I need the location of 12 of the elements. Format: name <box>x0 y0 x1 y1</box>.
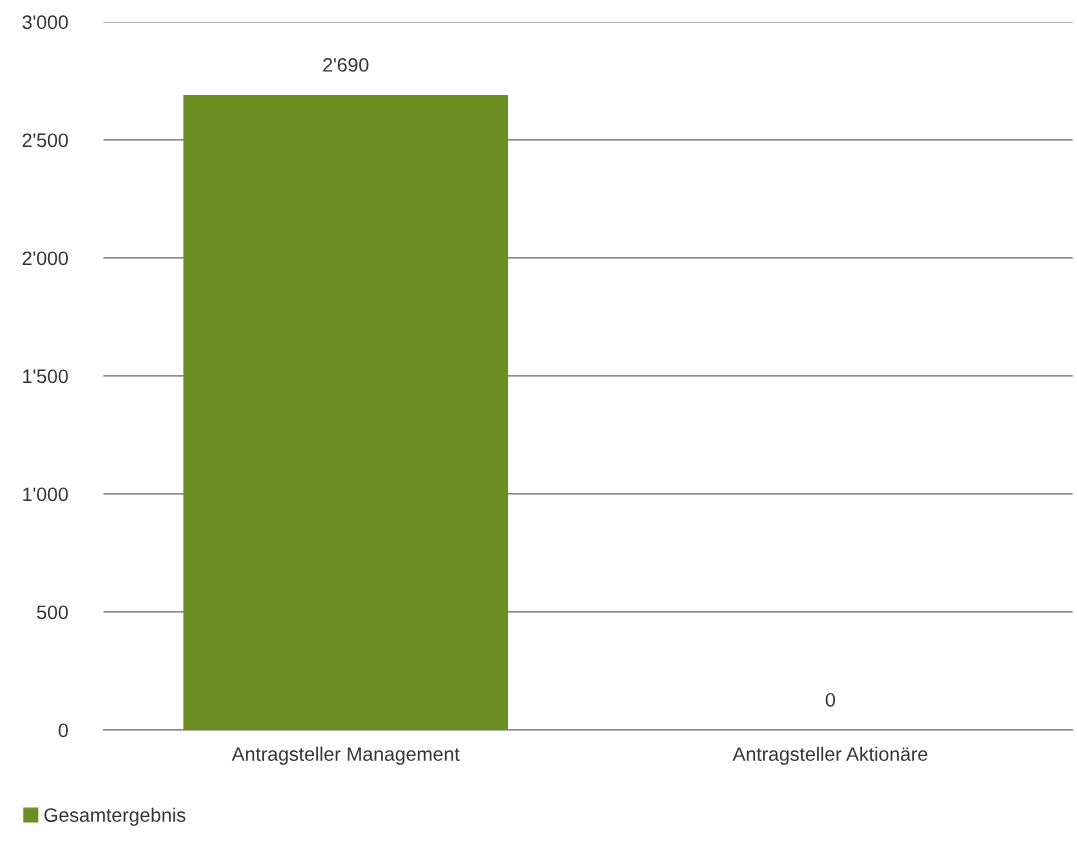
y-tick-label: 1'000 <box>23 487 68 502</box>
y-tick-label: 2'500 <box>22 133 68 148</box>
y-tick-label: 0 <box>58 723 68 738</box>
y-tick-label: 2'000 <box>22 251 68 266</box>
data-label: 2'690 <box>323 58 369 72</box>
x-tick-label: Antragsteller Aktionäre <box>732 746 928 765</box>
y-tick-label: 500 <box>37 605 68 620</box>
y-tick-label: 3'000 <box>22 15 68 30</box>
data-label: 0 <box>825 692 836 707</box>
x-tick-label: Antragsteller Management <box>231 746 460 765</box>
y-tick-label: 1'500 <box>23 369 68 384</box>
legend-label: Gesamtergebnis <box>44 807 186 826</box>
